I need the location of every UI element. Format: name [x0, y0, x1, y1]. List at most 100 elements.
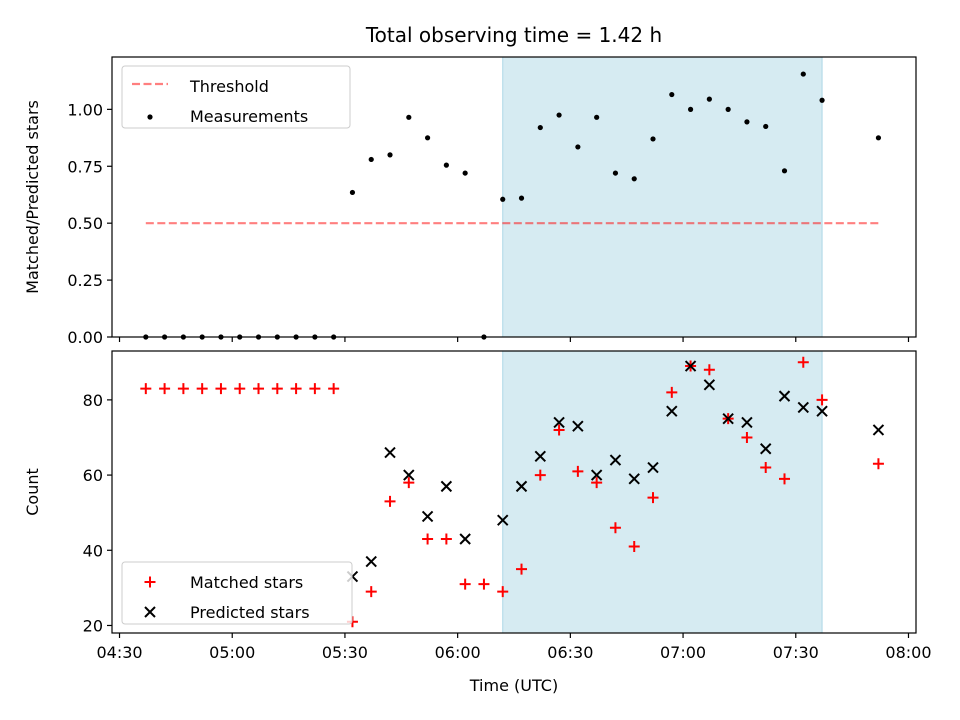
- predicted-star-marker: [553, 416, 565, 429]
- matched-star-marker: [403, 477, 415, 489]
- matched-star-marker: [516, 563, 528, 575]
- legend-matched-swatch: [144, 576, 156, 588]
- matched-star-marker: [666, 386, 678, 398]
- measurement-point: [819, 97, 825, 103]
- matched-star-marker: [159, 383, 171, 395]
- x-tick-label: 08:00: [885, 643, 931, 662]
- matched-star-marker: [365, 586, 377, 598]
- predicted-star-marker: [609, 454, 622, 466]
- matched-star-marker: [253, 383, 265, 395]
- predicted-star-marker: [647, 461, 659, 474]
- y-tick-label: 80: [83, 391, 103, 410]
- matched-star-marker: [872, 458, 884, 470]
- measurement-point: [687, 106, 694, 112]
- measurement-point: [800, 71, 806, 77]
- legend-label: Measurements: [190, 107, 308, 126]
- x-axis-label: Time (UTC): [469, 676, 558, 695]
- measurement-point: [349, 189, 356, 196]
- predicted-star-marker: [722, 412, 734, 425]
- matched-star-marker: [609, 522, 621, 534]
- predicted-star-marker: [365, 555, 377, 568]
- predicted-star-marker: [403, 469, 415, 481]
- matched-star-marker: [497, 586, 509, 598]
- y-axis-label: Matched/Predicted stars: [23, 100, 42, 294]
- matched-star-marker: [779, 473, 791, 485]
- matched-star-marker: [177, 383, 189, 395]
- measurement-point: [706, 96, 712, 102]
- measurement-point: [781, 168, 788, 174]
- matched-star-marker: [534, 469, 546, 481]
- measurement-point: [744, 119, 750, 125]
- matched-star-marker: [703, 364, 715, 376]
- predicted-star-marker: [421, 510, 434, 523]
- predicted-star-marker: [872, 424, 885, 436]
- axes-frame: [111, 350, 917, 634]
- legend-label: Matched stars: [190, 573, 303, 592]
- bottom-panel: 20 40 60 80 04:30 05:00 05:30 06:00 06:30 07:00 07…: [23, 350, 932, 662]
- axes-frame: [111, 56, 917, 338]
- series-matched-stars: [140, 356, 884, 628]
- measurement-point: [725, 106, 731, 112]
- predicted-star-marker: [666, 405, 678, 417]
- predicted-star-marker: [684, 360, 697, 372]
- predicted-star-marker: [778, 390, 791, 402]
- top-panel: 0.00 0.25 0.50 0.75 1.00 Matched/Predicted st…: [23, 56, 917, 347]
- matched-star-marker: [591, 477, 603, 489]
- measurement-point: [575, 144, 581, 150]
- x-tick-label: 07:00: [660, 643, 706, 662]
- matched-star-marker: [478, 578, 490, 590]
- measurement-point: [500, 196, 506, 202]
- predicted-star-marker: [534, 450, 547, 462]
- matched-star-marker: [234, 383, 246, 395]
- predicted-star-marker: [628, 473, 640, 485]
- legend-label: Predicted stars: [190, 603, 310, 622]
- measurement-point: [462, 170, 468, 176]
- legend-label: Threshold: [189, 77, 269, 96]
- y-tick-label: 0.50: [67, 214, 103, 233]
- predicted-star-marker: [384, 446, 396, 459]
- legend-box: [121, 65, 351, 129]
- matched-star-marker: [797, 356, 809, 368]
- y-tick-label: 60: [83, 466, 103, 485]
- predicted-star-marker: [816, 405, 828, 417]
- y-tick-label: 0.00: [67, 328, 103, 347]
- y-axis-label: Count: [23, 468, 42, 516]
- matched-star-marker: [309, 383, 321, 395]
- predicted-star-marker: [515, 480, 528, 493]
- predicted-star-marker: [703, 379, 716, 391]
- matched-star-marker: [760, 462, 772, 474]
- measurement-point: [443, 162, 449, 168]
- measurement-point: [368, 156, 374, 163]
- legend-measurement-swatch: [147, 114, 153, 120]
- predicted-star-marker: [459, 533, 471, 545]
- legend-box: [121, 561, 353, 625]
- matched-star-marker: [422, 533, 434, 545]
- chart-title: Total observing time = 1.42 h: [365, 23, 662, 47]
- measurement-point: [875, 135, 882, 141]
- measurement-point: [537, 124, 543, 131]
- x-tick-label: 05:00: [209, 643, 255, 662]
- matched-star-marker: [628, 541, 640, 553]
- legend-predicted-swatch: [144, 606, 156, 618]
- predicted-star-marker: [590, 469, 603, 481]
- matched-star-marker: [215, 383, 227, 395]
- measurement-point: [631, 176, 637, 182]
- measurement-point: [594, 114, 600, 120]
- predicted-star-marker: [797, 401, 809, 414]
- measurement-point: [387, 152, 393, 158]
- matched-star-marker: [553, 424, 565, 436]
- x-tick-label: 06:00: [435, 643, 481, 662]
- y-tick-label: 1.00: [67, 100, 103, 119]
- y-tick-label: 0.25: [67, 271, 103, 290]
- predicted-star-marker: [440, 480, 453, 493]
- measurement-point: [406, 114, 412, 120]
- matched-star-marker: [647, 492, 659, 504]
- measurement-point: [669, 91, 675, 98]
- measurement-point: [612, 170, 619, 176]
- matched-star-marker: [196, 383, 208, 395]
- measurement-point: [763, 123, 769, 130]
- x-tick-label: 04:30: [96, 643, 142, 662]
- matched-star-marker: [271, 383, 283, 395]
- y-tick-label: 40: [83, 541, 103, 560]
- predicted-star-marker: [497, 514, 509, 526]
